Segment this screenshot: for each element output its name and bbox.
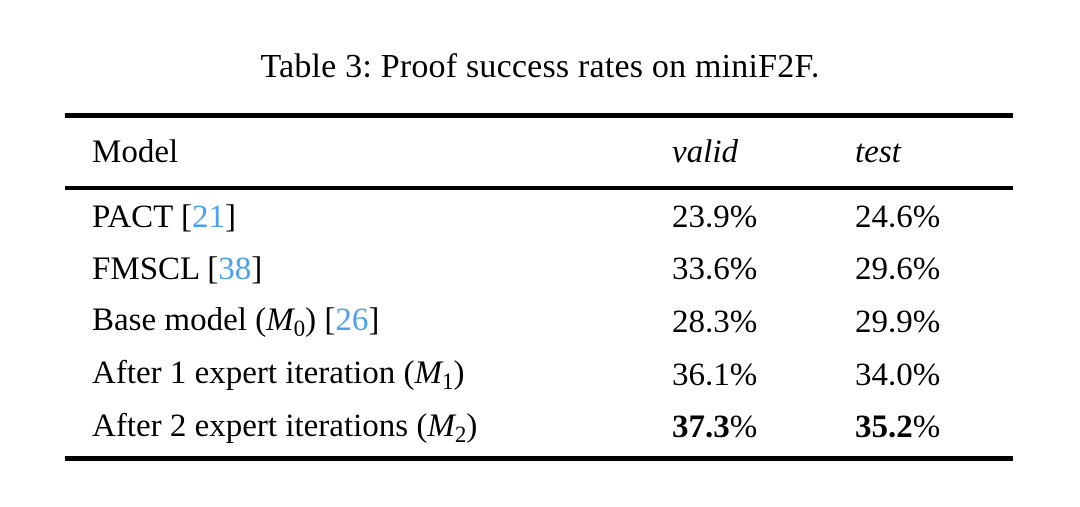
model-cell: PACT [21]	[65, 198, 672, 235]
model-cell: After 1 expert iteration (M1)	[65, 355, 672, 395]
test-value-cell: 34.0%	[855, 356, 941, 393]
model-name: PACT	[92, 198, 173, 235]
citation-brackets: [21]	[180, 198, 236, 235]
valid-value-cell: 33.6%	[672, 251, 758, 288]
test-value-cell: 35.2%	[855, 409, 941, 446]
model-name: After 1 expert iteration	[92, 355, 396, 392]
citation-link[interactable]: 26	[335, 302, 369, 339]
citation-brackets: [38]	[207, 251, 263, 288]
citation-brackets: [26]	[324, 302, 380, 339]
table-header-row: Model valid test	[65, 118, 1013, 186]
table-row: After 1 expert iteration (M1) 36.1% 34.0%	[65, 349, 1013, 402]
table-row: After 2 expert iterations (M2) 37.3% 35.2%	[65, 401, 1013, 454]
model-cell: Base model (M0) [26]	[65, 302, 672, 342]
table-row: Base model (M0) [26] 28.3% 29.9%	[65, 296, 1013, 349]
table-caption: Table 3: Proof success rates on miniF2F.	[260, 48, 820, 85]
bottom-rule	[65, 455, 1013, 461]
table-body: PACT [21] 23.9% 24.6% FMSCL [38] 33.6% 29.6% B…	[65, 190, 1013, 456]
valid-value-cell: 23.9%	[672, 198, 758, 235]
header-rule	[65, 186, 1013, 190]
test-value-cell: 24.6%	[855, 198, 941, 235]
citation-link[interactable]: 38	[218, 251, 252, 288]
valid-value-cell: 28.3%	[672, 303, 758, 340]
top-rule	[65, 113, 1013, 118]
model-name: Base model	[92, 302, 247, 339]
citation-link[interactable]: 21	[191, 198, 225, 235]
column-header-valid: valid	[672, 133, 738, 170]
model-cell: After 2 expert iterations (M2)	[65, 407, 672, 447]
column-header-test: test	[855, 133, 901, 170]
valid-value-cell: 37.3%	[672, 409, 758, 446]
table-row: PACT [21] 23.9% 24.6%	[65, 191, 1013, 244]
model-math: (M2)	[416, 407, 478, 447]
model-name: After 2 expert iterations	[92, 407, 409, 444]
model-name: FMSCL	[92, 251, 199, 288]
model-cell: FMSCL [38]	[65, 253, 672, 286]
model-math: (M1)	[403, 355, 465, 395]
test-value-cell: 29.6%	[855, 251, 941, 288]
model-math: (M0)	[255, 302, 317, 342]
results-table: Model valid test PACT [21] 23.9% 24.6% FMSC…	[65, 113, 1013, 461]
column-header-model: Model	[92, 133, 179, 170]
table-row: FMSCL [38] 33.6% 29.6%	[65, 244, 1013, 297]
valid-value-cell: 36.1%	[672, 356, 758, 393]
test-value-cell: 29.9%	[855, 303, 941, 340]
